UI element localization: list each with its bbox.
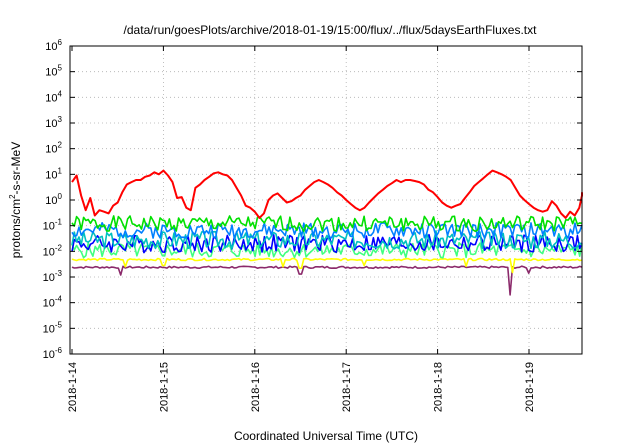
grid-lines <box>70 46 582 354</box>
y-tick-label: 104 <box>45 89 62 104</box>
x-tick-label: 2018-1-14 <box>67 362 79 412</box>
y-tick-label: 10-3 <box>43 269 63 284</box>
series-line <box>71 222 583 239</box>
x-tick-label: 2018-1-17 <box>341 362 353 412</box>
y-tick-label: 10-6 <box>43 346 63 361</box>
y-tick-label: 103 <box>45 115 62 130</box>
series-line <box>71 215 583 233</box>
y-tick-label: 10-1 <box>43 218 63 233</box>
plot-area <box>71 169 583 296</box>
x-axis-label: Coordinated Universal Time (UTC) <box>234 429 418 443</box>
chart-title: /data/run/goesPlots/archive/2018-01-19/1… <box>124 23 538 37</box>
y-tick-label: 106 <box>45 38 62 53</box>
series-line <box>71 265 583 296</box>
x-tick-label: 2018-1-16 <box>250 362 262 412</box>
series-line <box>71 169 583 219</box>
y-tick-label: 102 <box>45 141 62 156</box>
y-tick-label: 10-2 <box>43 243 63 258</box>
y-tick-label: 10-5 <box>43 320 63 335</box>
y-tick-label: 101 <box>45 166 62 181</box>
x-tick-label: 2018-1-18 <box>433 362 445 412</box>
x-tick-label: 2018-1-19 <box>524 362 536 412</box>
y-tick-label: 10-4 <box>43 295 63 310</box>
y-tick-label: 105 <box>45 64 62 79</box>
series-line <box>71 242 583 259</box>
y-axis-label: protons/cm2-s-sr-MeV <box>8 142 23 258</box>
y-tick-label: 100 <box>45 192 62 207</box>
series-line <box>71 257 583 274</box>
series-line <box>71 230 583 250</box>
x-tick-label: 2018-1-15 <box>158 362 170 412</box>
